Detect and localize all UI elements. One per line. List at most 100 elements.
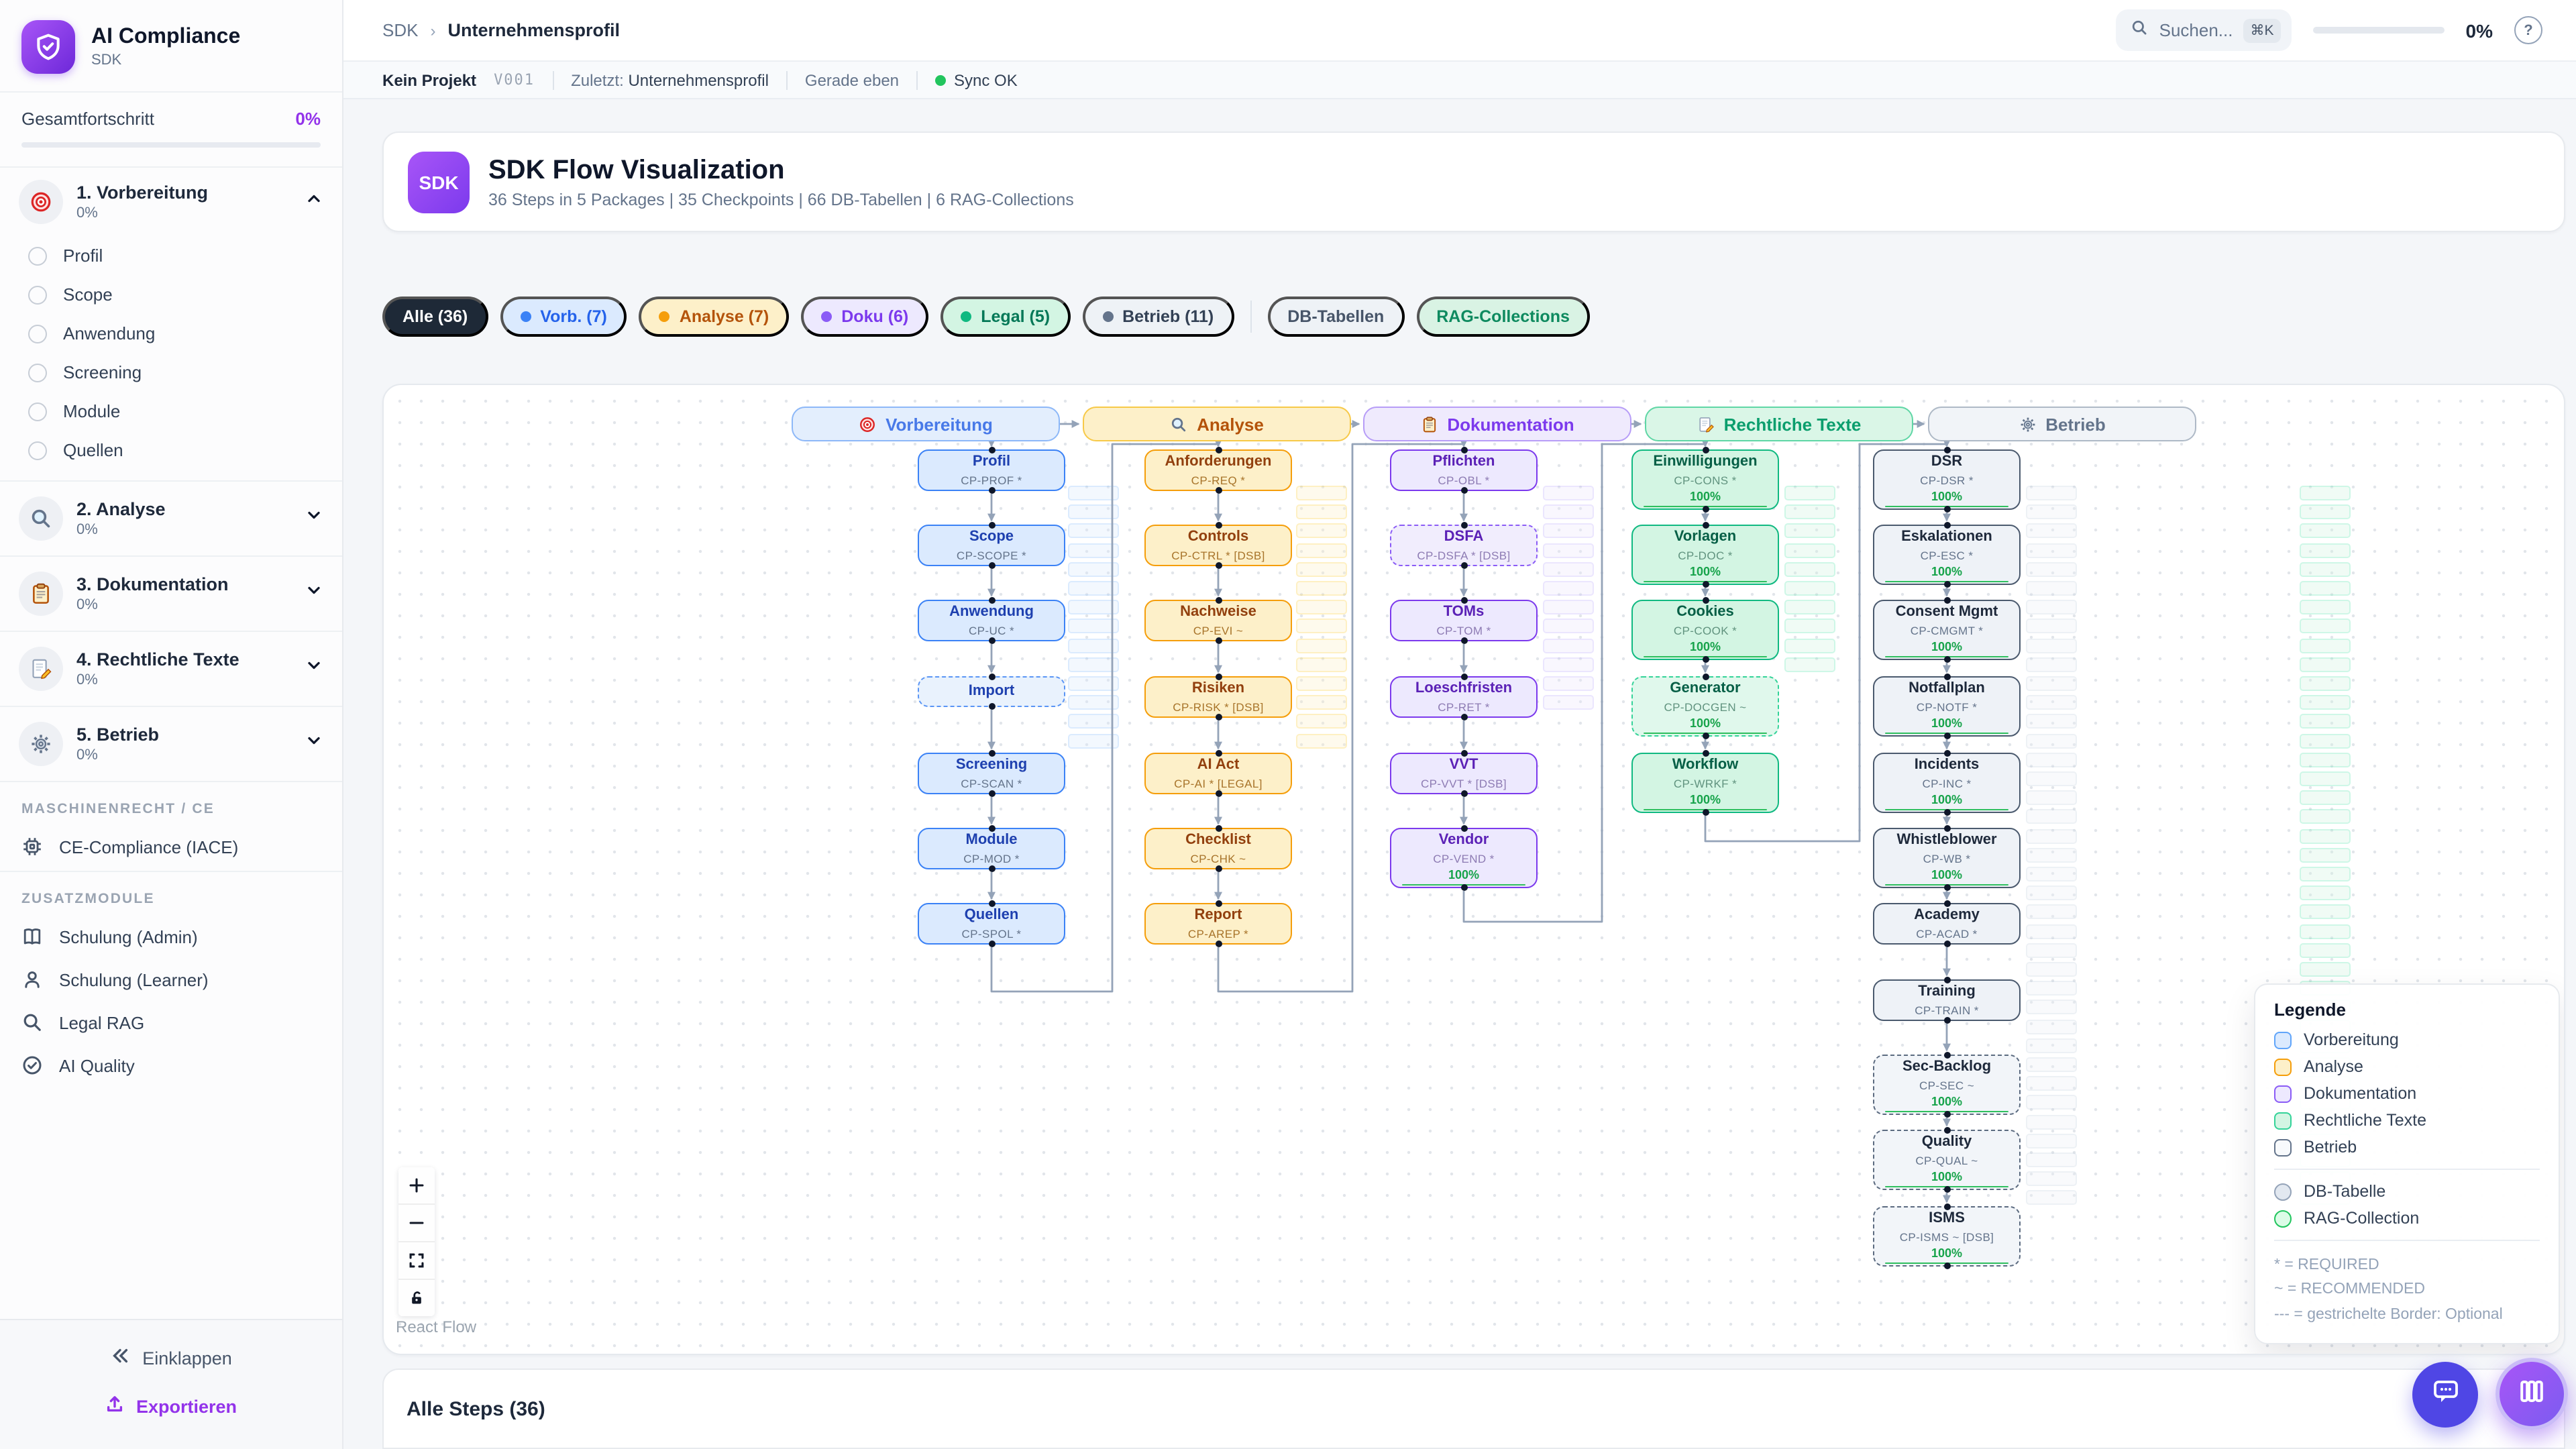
flow-node-module[interactable]: Module CP-MOD * — [918, 825, 1065, 872]
flow-node-loeschfristen[interactable]: Loeschfristen CP-RET * — [1390, 674, 1538, 720]
flow-node-risiken[interactable]: Risiken CP-RISK * [DSB] — [1144, 674, 1292, 720]
sidebar-item-quellen[interactable]: Quellen — [0, 431, 342, 470]
filter-chip-legal--5-[interactable]: Legal (5) — [941, 297, 1071, 337]
flow-node-isms[interactable]: ISMS CP-ISMS ~ [DSB] 100% — [1873, 1203, 2021, 1269]
legend-note: ~ = RECOMMENDED — [2274, 1281, 2425, 1298]
step-status-circle — [28, 285, 47, 304]
flow-node-report[interactable]: Report CP-AREP * — [1144, 900, 1292, 947]
sidebar-section----rechtliche-texte[interactable]: 4. Rechtliche Texte 0% — [0, 635, 342, 703]
node-code: CP-VVT * [DSB] — [1420, 776, 1507, 790]
flow-node-anforderungen[interactable]: Anforderungen CP-REQ * — [1144, 447, 1292, 494]
filter-chip-rag-collections[interactable]: RAG-Collections — [1416, 297, 1590, 337]
filter-chip-alle--36-[interactable]: Alle (36) — [382, 297, 488, 337]
sidebar-item-schulung--admin-[interactable]: Schulung (Admin) — [0, 915, 342, 958]
flow-node-vvt[interactable]: VVT CP-VVT * [DSB] — [1390, 750, 1538, 797]
search-input[interactable]: Suchen... ⌘K — [2116, 9, 2292, 52]
flow-node-generator[interactable]: Generator CP-DOCGEN ~ 100% — [1631, 674, 1779, 739]
lock-button[interactable] — [398, 1280, 435, 1316]
flow-node-toms[interactable]: TOMs CP-TOM * — [1390, 597, 1538, 644]
flow-node-dsr[interactable]: DSR CP-DSR * 100% — [1873, 447, 2021, 513]
flow-node-eskalationen[interactable]: Eskalationen CP-ESC * 100% — [1873, 522, 2021, 588]
export-button[interactable]: Exportieren — [0, 1382, 342, 1430]
flow-node-checklist[interactable]: Checklist CP-CHK ~ — [1144, 825, 1292, 872]
chevron-down-icon[interactable] — [305, 581, 323, 606]
flow-node-vorlagen[interactable]: Vorlagen CP-DOC * 100% — [1631, 522, 1779, 588]
sidebar-item-schulung--learner-[interactable]: Schulung (Learner) — [0, 958, 342, 1001]
flow-node-controls[interactable]: Controls CP-CTRL * [DSB] — [1144, 522, 1292, 569]
flow-node-academy[interactable]: Academy CP-ACAD * — [1873, 900, 2021, 947]
db-table-node-faded — [1543, 695, 1594, 710]
flow-node-sec-backlog[interactable]: Sec-Backlog CP-SEC ~ 100% — [1873, 1052, 2021, 1118]
chevron-up-icon[interactable] — [305, 189, 323, 215]
flow-node-consent-mgmt[interactable]: Consent Mgmt CP-CMGMT * 100% — [1873, 597, 2021, 663]
flow-node-pflichten[interactable]: Pflichten CP-OBL * — [1390, 447, 1538, 494]
zoom-out-button[interactable] — [398, 1205, 435, 1242]
db-table-node-faded — [2026, 790, 2077, 806]
sidebar-item-legal-rag[interactable]: Legal RAG — [0, 1001, 342, 1044]
db-table-node-faded — [2026, 561, 2077, 577]
flow-node-cookies[interactable]: Cookies CP-COOK * 100% — [1631, 597, 1779, 663]
chevron-down-icon[interactable] — [305, 656, 323, 682]
chat-bubble-icon — [2429, 1375, 2461, 1414]
sidebar-item-label: Legal RAG — [59, 1012, 145, 1032]
fit-view-button[interactable] — [398, 1242, 435, 1280]
flow-node-ai-act[interactable]: AI Act CP-AI * [LEGAL] — [1144, 750, 1292, 797]
sidebar-item-screening[interactable]: Screening — [0, 353, 342, 392]
node-code: CP-TOM * — [1436, 623, 1491, 637]
sidebar-section----dokumentation[interactable]: 3. Dokumentation 0% — [0, 559, 342, 628]
flow-node-scope[interactable]: Scope CP-SCOPE * — [918, 522, 1065, 569]
flow-node-einwilligungen[interactable]: Einwilligungen CP-CONS * 100% — [1631, 447, 1779, 513]
sidebar-item-anwendung[interactable]: Anwendung — [0, 314, 342, 353]
flow-node-anwendung[interactable]: Anwendung CP-UC * — [918, 597, 1065, 644]
sidebar-section----analyse[interactable]: 2. Analyse 0% — [0, 484, 342, 553]
flow-canvas[interactable]: Vorbereitung Profil CP-PROF * Scope CP-SCOPE… — [382, 384, 2565, 1355]
db-table-node-faded — [2300, 885, 2351, 901]
package-header-vorbereitung[interactable]: Vorbereitung — [792, 407, 1060, 441]
node-code: CP-INC * — [1922, 776, 1972, 790]
sidebar-item-ai-quality[interactable]: AI Quality — [0, 1044, 342, 1087]
help-icon[interactable]: ? — [2514, 16, 2542, 45]
breadcrumb-root[interactable]: SDK — [382, 20, 419, 41]
flow-node-quellen[interactable]: Quellen CP-SPOL * — [918, 900, 1065, 947]
node-code: CP-RISK * [DSB] — [1173, 700, 1264, 714]
filter-chip-db-tabellen[interactable]: DB-Tabellen — [1267, 297, 1405, 337]
flow-node-profil[interactable]: Profil CP-PROF * — [918, 447, 1065, 494]
sidebar-footer: Einklappen Exportieren — [0, 1319, 342, 1449]
flow-node-workflow[interactable]: Workflow CP-WRKF * 100% — [1631, 750, 1779, 816]
collapse-sidebar-button[interactable]: Einklappen — [0, 1334, 342, 1382]
sidebar-item-profil[interactable]: Profil — [0, 236, 342, 275]
sidebar-item-module[interactable]: Module — [0, 392, 342, 431]
filter-chip-analyse--7-[interactable]: Analyse (7) — [639, 297, 790, 337]
chevron-down-icon[interactable] — [305, 506, 323, 531]
flow-node-whistleblower[interactable]: Whistleblower CP-WB * 100% — [1873, 825, 2021, 891]
chevron-down-icon[interactable] — [305, 731, 323, 757]
flow-node-training[interactable]: Training CP-TRAIN * — [1873, 977, 2021, 1024]
db-table-node-faded — [2300, 962, 2351, 977]
db-table-node-faded — [2026, 504, 2077, 520]
flow-node-screening[interactable]: Screening CP-SCAN * — [918, 750, 1065, 797]
flow-node-dsfa[interactable]: DSFA CP-DSFA * [DSB] — [1390, 522, 1538, 569]
filter-chip-betrieb--11-[interactable]: Betrieb (11) — [1082, 297, 1234, 337]
sidebar-item-scope[interactable]: Scope — [0, 275, 342, 314]
filter-chip-vorb---7-[interactable]: Vorb. (7) — [500, 297, 627, 337]
chat-button[interactable] — [2412, 1362, 2478, 1428]
node-code: CP-UC * — [969, 623, 1014, 637]
package-header-analyse[interactable]: Analyse — [1083, 407, 1351, 441]
package-header-rechtliche-texte[interactable]: Rechtliche Texte — [1645, 407, 1913, 441]
sidebar-section----vorbereitung[interactable]: 1. Vorbereitung 0% — [0, 168, 342, 236]
package-header-betrieb[interactable]: Betrieb — [1928, 407, 2196, 441]
zoom-in-button[interactable] — [398, 1167, 435, 1205]
flow-node-incidents[interactable]: Incidents CP-INC * 100% — [1873, 750, 2021, 816]
columns-icon — [2516, 1375, 2548, 1413]
sidebar-item-ce-compliance--iace-[interactable]: CE-Compliance (IACE) — [0, 825, 342, 868]
flow-node-quality[interactable]: Quality CP-QUAL ~ 100% — [1873, 1127, 2021, 1193]
filter-chip-doku--6-[interactable]: Doku (6) — [801, 297, 929, 337]
flow-node-nachweise[interactable]: Nachweise CP-EVI ~ — [1144, 597, 1292, 644]
node-progress-value: 100% — [1448, 867, 1480, 881]
flow-node-import[interactable]: Import — [918, 674, 1065, 710]
package-header-dokumentation[interactable]: Dokumentation — [1363, 407, 1631, 441]
board-view-button[interactable] — [2496, 1358, 2568, 1430]
flow-node-notfallplan[interactable]: Notfallplan CP-NOTF * 100% — [1873, 674, 2021, 739]
sidebar-section----betrieb[interactable]: 5. Betrieb 0% — [0, 710, 342, 778]
flow-node-vendor[interactable]: Vendor CP-VEND * 100% — [1390, 825, 1538, 891]
